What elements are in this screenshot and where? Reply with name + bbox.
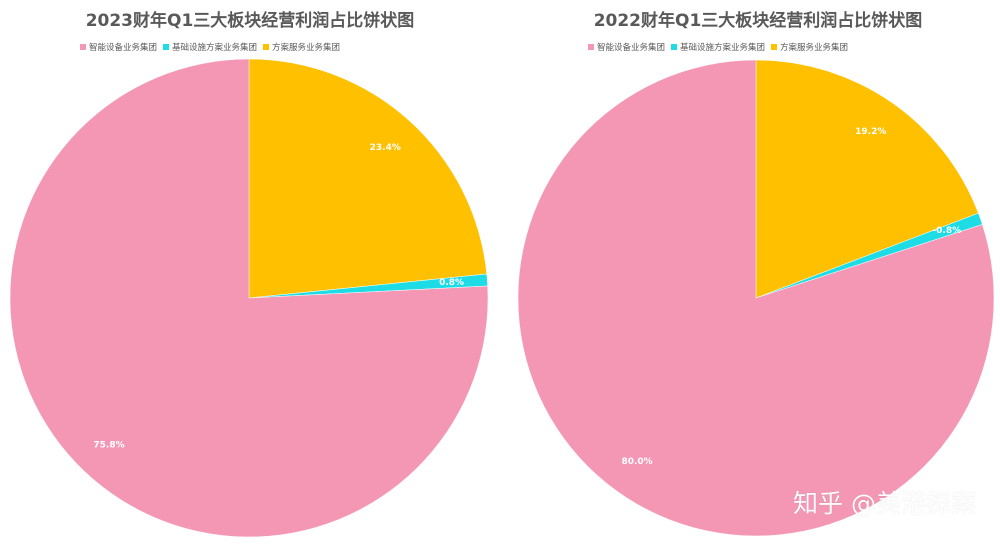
data-label: 80.0% [621, 457, 652, 467]
slice-smart-devices [517, 59, 995, 537]
legend-item-smart-devices: 智能设备业务集团 [80, 41, 157, 53]
legend-label: 智能设备业务集团 [597, 43, 666, 53]
legend-swatch [80, 44, 86, 50]
legend-swatch [163, 44, 170, 50]
watermark: 知乎 @美港探案 [793, 489, 976, 518]
data-label: 23.4% [370, 143, 401, 153]
legend-swatch [263, 44, 270, 50]
pie-plot: 23.4% 0.8% 75.8% [9, 58, 489, 538]
legend-item-infrastructure: 基础设施方案业务集团 [163, 41, 257, 53]
legend-label: 基础设施方案业务集团 [680, 43, 766, 53]
pie-plot: 19.2% -0.8% 80.0% [517, 59, 995, 537]
data-label: 75.8% [93, 441, 124, 451]
chart-title: 2022财年Q1三大板块经营利润占比饼状图 [593, 11, 923, 31]
chart-legend: 智能设备业务集团 基础设施方案业务集团 方案服务业务集团 [80, 41, 346, 53]
legend-item-solutions-services: 方案服务业务集团 [771, 41, 848, 53]
legend-swatch [671, 44, 678, 50]
data-label: -0.8% [932, 226, 961, 236]
legend-label: 方案服务业务集团 [780, 43, 849, 53]
legend-label: 智能设备业务集团 [89, 43, 158, 53]
legend-item-smart-devices: 智能设备业务集团 [588, 41, 665, 53]
legend-item-infrastructure: 基础设施方案业务集团 [671, 41, 765, 53]
chart-title: 2023财年Q1三大板块经营利润占比饼状图 [85, 11, 415, 31]
legend-swatch [771, 44, 778, 50]
chart-legend: 智能设备业务集团 基础设施方案业务集团 方案服务业务集团 [588, 41, 854, 53]
slice-solutions-services [755, 59, 979, 299]
slice-smart-devices [9, 58, 489, 538]
data-label: 0.8% [439, 278, 464, 288]
slice-solutions-services [248, 58, 488, 299]
data-label: 19.2% [855, 127, 886, 137]
legend-label: 方案服务业务集团 [272, 43, 341, 53]
legend-swatch [588, 44, 594, 50]
legend-item-solutions-services: 方案服务业务集团 [263, 41, 340, 53]
pie-chart-2022: 2022财年Q1三大板块经营利润占比饼状图 智能设备业务集团 基础设施方案业务集… [508, 0, 1000, 544]
legend-label: 基础设施方案业务集团 [172, 43, 258, 53]
pie-chart-2023: 2023财年Q1三大板块经营利润占比饼状图 智能设备业务集团 基础设施方案业务集… [9, 11, 489, 538]
